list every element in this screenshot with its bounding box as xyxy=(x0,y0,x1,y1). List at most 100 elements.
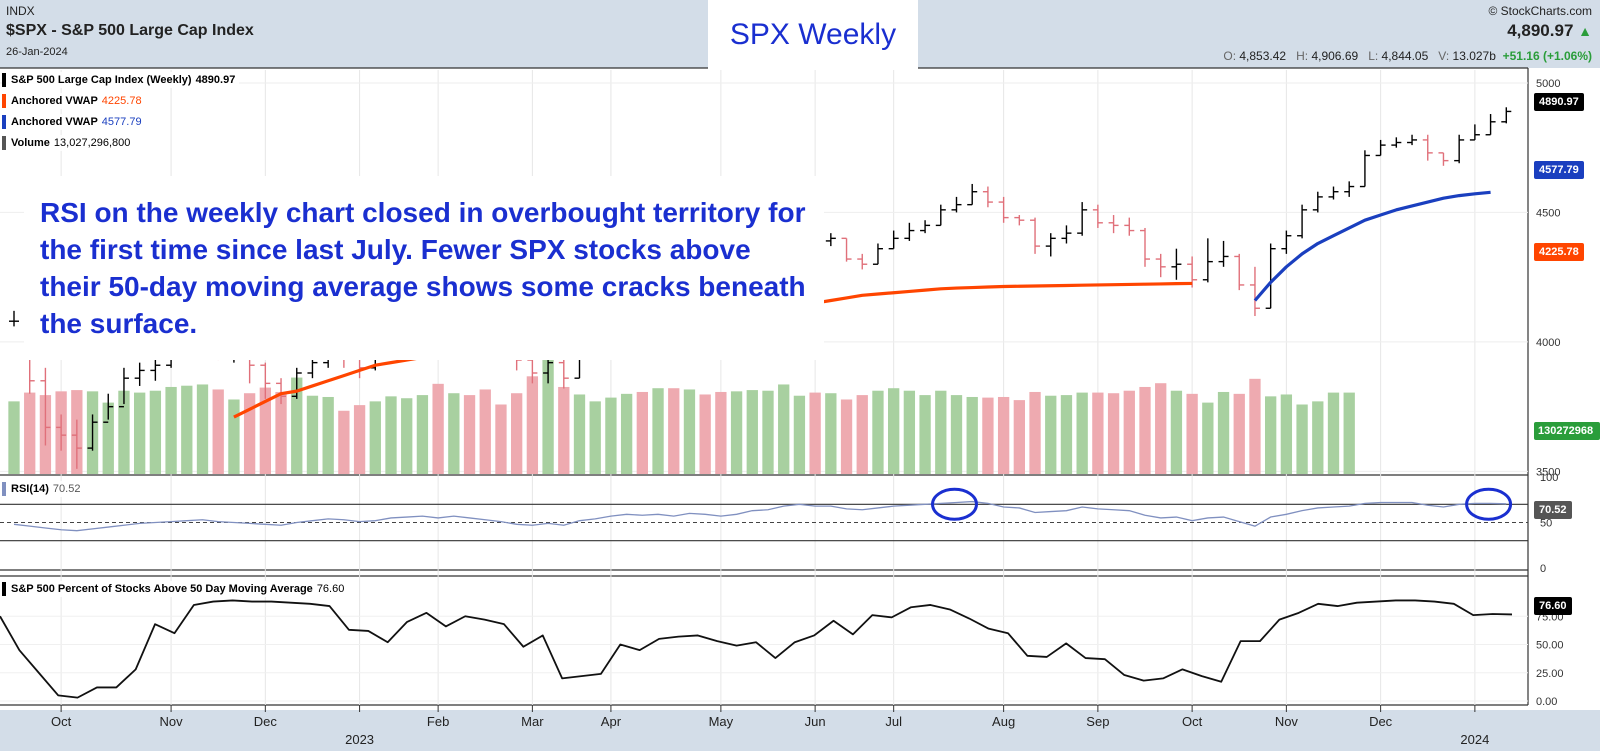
volume-bar xyxy=(306,395,319,474)
ohlc-bar xyxy=(872,243,883,265)
ohlc-bar xyxy=(1014,215,1025,226)
ohlc-bar xyxy=(904,222,915,241)
ohlc-bar xyxy=(40,367,51,446)
legend-price: S&P 500 Large Cap Index (Weekly) 4890.97 xyxy=(2,72,240,88)
open-value: 4,853.42 xyxy=(1239,49,1287,63)
volume-bar xyxy=(1217,391,1230,474)
volume-bar xyxy=(401,398,413,474)
ohlc-bar xyxy=(103,393,114,423)
legend-pct-label: S&P 500 Percent of Stocks Above 50 Day M… xyxy=(11,583,313,595)
x-tick-label: 2023 xyxy=(345,732,374,747)
chart-date: 26-Jan-2024 xyxy=(6,46,68,58)
ohlc-bar xyxy=(920,220,931,234)
legend-volume: Volume 13,027,296,800 xyxy=(2,135,135,151)
ohlc-bar xyxy=(1249,266,1260,317)
ohlc-bar xyxy=(1092,204,1103,228)
ohlc-bar xyxy=(118,367,129,408)
volume-bar xyxy=(573,394,586,474)
volume-bar xyxy=(1029,391,1041,474)
volume-bar xyxy=(353,405,366,474)
last-price-value: 4,890.97 xyxy=(1507,21,1574,40)
legend-vwap-blue-value: 4577.79 xyxy=(101,116,142,128)
overlay-title-box: SPX Weekly xyxy=(708,0,918,70)
volume-bar xyxy=(149,390,162,474)
volume-bar xyxy=(1155,383,1167,474)
pct-line xyxy=(0,599,1513,699)
ohlc-bar xyxy=(857,253,868,270)
volume-value: 13.027b xyxy=(1452,49,1496,63)
volume-bar xyxy=(1107,393,1120,474)
legend-rsi-swatch xyxy=(2,482,6,496)
x-tick-label: Nov xyxy=(1275,714,1299,729)
volume-bar xyxy=(416,395,429,474)
ohlc-bar xyxy=(1359,150,1370,188)
legend-pct: S&P 500 Percent of Stocks Above 50 Day M… xyxy=(2,581,349,597)
ohlc-bar xyxy=(1344,181,1355,197)
legend-price-value: 4890.97 xyxy=(195,74,236,86)
ohlc-bar xyxy=(1077,202,1088,236)
volume-bar xyxy=(825,393,837,474)
ohlc-bar xyxy=(1234,253,1245,291)
legend-price-swatch xyxy=(2,73,6,87)
x-tick-label: Feb xyxy=(427,714,449,729)
volume-bar xyxy=(1327,392,1340,474)
volume-bar xyxy=(1233,393,1245,474)
ohlc-bar xyxy=(558,354,569,389)
volume-bar xyxy=(8,401,20,474)
volume-bar xyxy=(668,388,680,474)
pct-tick-label: 0.00 xyxy=(1536,696,1557,708)
annotation-text: RSI on the weekly chart closed in overbo… xyxy=(40,197,806,339)
volume-bar xyxy=(322,396,334,474)
ohlc-bar xyxy=(1438,152,1449,166)
x-tick-label: Dec xyxy=(1369,714,1393,729)
ohlc-bar xyxy=(1187,256,1198,288)
legend-volume-value: 13,027,296,800 xyxy=(53,137,131,149)
volume-tag: 130272968 xyxy=(1534,422,1600,440)
volume-bar xyxy=(1202,402,1214,474)
ohlc-bar xyxy=(1375,139,1386,157)
ohlc-bar xyxy=(888,230,899,250)
volume-bar xyxy=(652,388,664,474)
high-label: H: xyxy=(1296,49,1309,63)
volume-bar xyxy=(291,377,303,474)
legend-rsi-label: RSI(14) xyxy=(11,483,49,495)
ohlc-bar xyxy=(260,362,271,399)
volume-bar xyxy=(243,393,256,474)
ohlc-bar xyxy=(276,378,287,405)
x-tick-label: Dec xyxy=(254,714,278,729)
ohlc-bar xyxy=(951,196,962,213)
low-label: L: xyxy=(1368,49,1379,63)
volume-bar xyxy=(1312,401,1324,474)
ohlc-bar xyxy=(1202,238,1213,283)
legend-vwap-red-label: Anchored VWAP xyxy=(11,95,98,107)
ohlcv-row: O: 4,853.42 H: 4,906.69 L: 4,844.05 V: 1… xyxy=(1223,49,1592,63)
volume-bar xyxy=(432,383,444,474)
last-price: 4,890.97 ▲ xyxy=(1507,21,1592,41)
annotation-box: RSI on the weekly chart closed in overbo… xyxy=(24,176,824,360)
legend-volume-swatch xyxy=(2,136,6,150)
volume-bar xyxy=(275,391,287,474)
legend-vwap-blue: Anchored VWAP 4577.79 xyxy=(2,114,146,130)
volume-bar xyxy=(165,386,177,474)
rsi-tick-label: 100 xyxy=(1540,472,1558,484)
volume-bar xyxy=(903,390,916,474)
volume-bar xyxy=(1139,386,1151,474)
volume-bar xyxy=(1280,394,1293,474)
rsi-overbought-circle-july xyxy=(931,487,978,521)
volume-bar xyxy=(1249,378,1261,474)
volume-bar xyxy=(1092,392,1104,474)
x-tick-label: Jul xyxy=(885,714,902,729)
volume-bar xyxy=(809,392,821,474)
volume-bar xyxy=(102,402,114,474)
volume-bar xyxy=(181,385,193,474)
ohlc-bar xyxy=(1469,124,1480,141)
footer-band xyxy=(0,710,1600,751)
x-tick-label: 2024 xyxy=(1460,732,1489,747)
volume-bar xyxy=(778,384,790,474)
volume-bar xyxy=(1296,404,1308,474)
ohlc-bar xyxy=(1422,134,1433,161)
volume-bar xyxy=(950,395,963,474)
legend-pct-value: 76.60 xyxy=(316,583,345,595)
